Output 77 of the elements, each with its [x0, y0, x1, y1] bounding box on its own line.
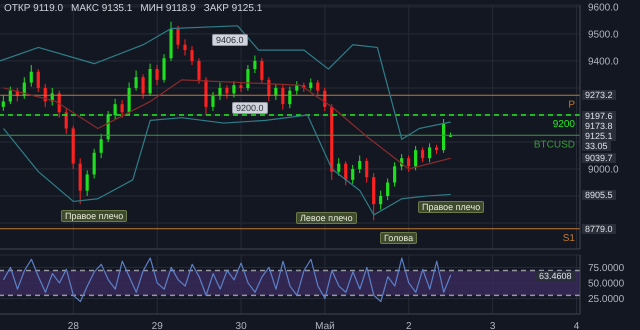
- candlestick: [86, 170, 89, 197]
- x-tick-label: Май: [315, 321, 335, 330]
- x-tick-label: 28: [68, 321, 80, 330]
- candlestick: [393, 162, 396, 188]
- candlestick: [225, 84, 229, 100]
- candlestick: [351, 164, 354, 184]
- candlestick: [421, 146, 424, 163]
- candlestick: [58, 90, 61, 118]
- x-tick-label: 30: [236, 321, 248, 330]
- x-tick-label: 2: [406, 321, 412, 330]
- candlestick: [358, 155, 362, 174]
- candlestick: [100, 133, 103, 159]
- y-tick-label: 9000.0: [588, 164, 620, 176]
- text: 9273.2: [582, 90, 616, 100]
- text: 9173.8: [582, 121, 616, 131]
- candlestick: [190, 46, 194, 66]
- candlestick: [92, 148, 96, 179]
- candlestick: [183, 38, 187, 56]
- candlestick: [309, 78, 312, 92]
- candlestick: [428, 142, 432, 163]
- candlestick: [344, 160, 348, 186]
- text: 8905.5: [582, 190, 616, 200]
- candlestick: [2, 94, 5, 112]
- candlestick: [114, 98, 117, 120]
- candlestick: [134, 70, 138, 92]
- candlestick: [64, 108, 68, 134]
- x-tick-label: 29: [152, 321, 164, 330]
- candlestick: [232, 80, 236, 98]
- candlestick: [260, 58, 264, 84]
- candlestick: [197, 58, 201, 84]
- line-series: [2, 258, 452, 302]
- candlestick: [379, 190, 382, 210]
- y-tick-label: 9500.0: [588, 29, 620, 40]
- candlestick: [36, 68, 40, 93]
- candlestick: [295, 80, 298, 96]
- candlestick: [386, 178, 390, 201]
- x-tick-label: 3: [490, 321, 496, 330]
- x-tick-label: 4: [574, 321, 580, 330]
- candlestick: [337, 158, 340, 176]
- annotation: 9200.0: [232, 102, 268, 114]
- ref-line-label: S1: [562, 232, 576, 244]
- candlestick: [8, 86, 12, 105]
- annotation: МИН 9118.9: [140, 3, 196, 14]
- text: 8779.0: [582, 224, 616, 234]
- y-tick-label: 50.0000: [588, 278, 625, 290]
- ref-line-label: 9200: [552, 119, 576, 130]
- annotation: Голова: [380, 232, 418, 244]
- candlestick: [155, 64, 159, 86]
- annotation: ОТКР 9119.0: [4, 3, 64, 14]
- annotation: Правое плечо: [61, 210, 128, 222]
- y-tick-label: 75.0000: [588, 262, 625, 274]
- candlestick: [253, 55, 256, 74]
- text: 33.05: [582, 141, 611, 151]
- text: 9125.1: [582, 131, 616, 141]
- ref-line-label: P: [568, 99, 576, 110]
- annotation: МАКС 9135.1: [71, 3, 132, 14]
- candlestick: [142, 74, 145, 100]
- candlestick: [120, 100, 124, 118]
- annotation: Правое плечо: [418, 201, 484, 213]
- y-tick-label: 25.0000: [588, 294, 625, 306]
- candlestick: [30, 64, 33, 88]
- candlestick: [176, 25, 180, 50]
- y-tick-label: 9400.0: [588, 56, 620, 68]
- ref-line-label: BTCUSD: [534, 139, 575, 150]
- annotation: 9406.0: [212, 34, 248, 46]
- y-tick-label: 9600.0: [588, 2, 620, 14]
- candlestick: [407, 155, 410, 172]
- candlestick: [316, 79, 320, 96]
- candlestick: [365, 158, 368, 184]
- candlestick: [162, 54, 166, 84]
- candlestick: [211, 92, 215, 112]
- text: 9197.6: [582, 111, 616, 121]
- annotation: ЗАКР 9125.1: [204, 3, 262, 14]
- annotation: 63.4608: [536, 271, 575, 281]
- annotation: Левое плечо: [296, 212, 357, 224]
- candlestick: [414, 146, 418, 171]
- text: 9039.7: [582, 153, 616, 163]
